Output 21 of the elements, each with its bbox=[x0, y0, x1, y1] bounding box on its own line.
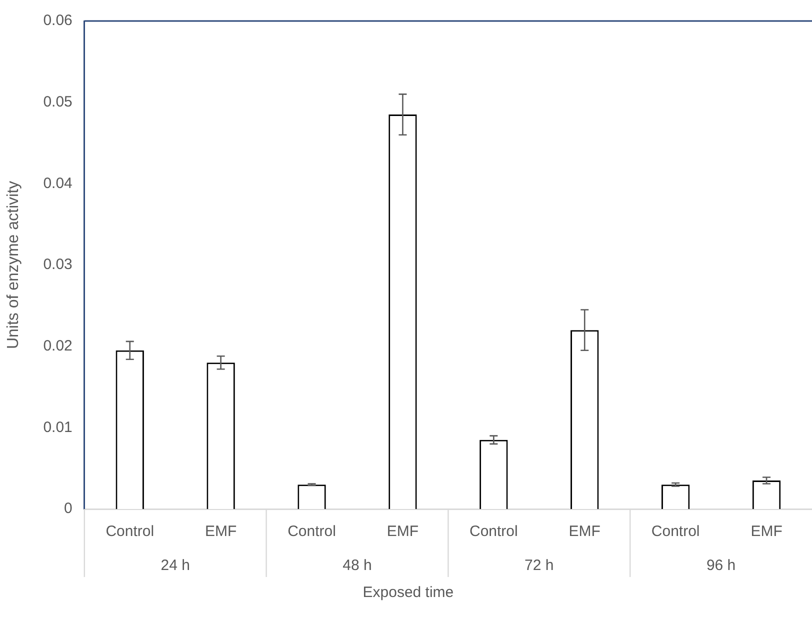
y-tick-label: 0.01 bbox=[43, 418, 72, 436]
y-tick-label: 0 bbox=[64, 500, 72, 518]
x-tick-label: EMF bbox=[386, 523, 419, 540]
x-tick-label: EMF bbox=[750, 523, 782, 540]
x-tick-label: EMF bbox=[204, 523, 237, 540]
y-tick-label: 0.05 bbox=[43, 93, 72, 110]
x-tick-label: Control bbox=[106, 523, 154, 540]
y-tick-label: 0.04 bbox=[43, 174, 72, 192]
x-axis-title: Exposed time bbox=[362, 584, 454, 602]
text: 48 h bbox=[342, 557, 372, 574]
text: 96 h bbox=[706, 557, 736, 574]
y-tick-label: 0.06 bbox=[43, 12, 72, 30]
x-tick-label: Control bbox=[288, 523, 336, 540]
y-axis-title: Units of enzyme activity bbox=[5, 180, 22, 350]
x-tick-label: Control bbox=[651, 523, 700, 540]
text: 24 h bbox=[160, 557, 190, 574]
x-tick-label: Control bbox=[469, 523, 518, 540]
y-tick-label: 0.03 bbox=[43, 256, 72, 274]
y-tick-label: 0.02 bbox=[43, 337, 72, 354]
x-tick-label: EMF bbox=[568, 523, 600, 540]
text: 72 h bbox=[524, 557, 554, 574]
